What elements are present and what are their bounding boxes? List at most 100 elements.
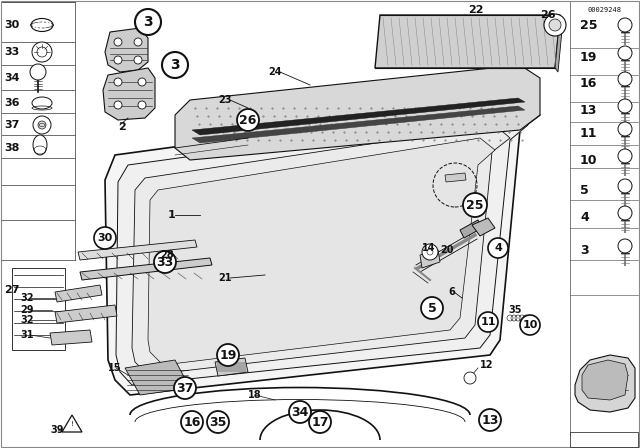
Text: 6: 6 (448, 287, 455, 297)
Polygon shape (460, 220, 482, 238)
Text: 25: 25 (580, 18, 598, 31)
Text: 26: 26 (239, 113, 257, 126)
Circle shape (237, 109, 259, 131)
Text: 10: 10 (580, 154, 598, 167)
Polygon shape (192, 98, 525, 135)
Text: 20: 20 (440, 245, 454, 255)
Circle shape (114, 101, 122, 109)
Text: 34: 34 (4, 73, 19, 83)
Polygon shape (575, 355, 635, 412)
Circle shape (618, 239, 632, 253)
Text: 19: 19 (220, 349, 237, 362)
Circle shape (544, 14, 566, 36)
Text: 11: 11 (580, 126, 598, 139)
Ellipse shape (32, 97, 52, 109)
Polygon shape (105, 28, 148, 72)
Polygon shape (105, 100, 540, 395)
Circle shape (154, 251, 176, 273)
Text: 10: 10 (522, 320, 538, 330)
Text: 16: 16 (183, 415, 201, 428)
Circle shape (174, 377, 196, 399)
Text: 35: 35 (209, 415, 227, 428)
Text: 30: 30 (97, 233, 113, 243)
Text: 33: 33 (156, 255, 173, 268)
Polygon shape (80, 258, 212, 280)
Circle shape (138, 101, 146, 109)
Circle shape (488, 238, 508, 258)
Polygon shape (132, 125, 510, 375)
Circle shape (618, 179, 632, 193)
Circle shape (135, 9, 161, 35)
Text: 21: 21 (218, 273, 232, 283)
Circle shape (114, 78, 122, 86)
Polygon shape (103, 68, 155, 120)
Text: 31: 31 (20, 330, 33, 340)
Text: 12: 12 (480, 360, 493, 370)
Circle shape (422, 244, 438, 260)
Polygon shape (582, 360, 628, 400)
Circle shape (520, 315, 540, 335)
Circle shape (134, 38, 142, 46)
Text: 36: 36 (4, 98, 19, 108)
Text: 37: 37 (4, 120, 19, 130)
Circle shape (114, 56, 122, 64)
Circle shape (421, 297, 443, 319)
Circle shape (32, 42, 52, 62)
Text: 24: 24 (268, 67, 282, 77)
Text: 17: 17 (311, 415, 329, 428)
Polygon shape (215, 358, 248, 376)
Text: 39: 39 (50, 425, 63, 435)
Circle shape (464, 372, 476, 384)
Text: 32: 32 (20, 293, 33, 303)
Circle shape (309, 411, 331, 433)
Text: 30: 30 (4, 20, 19, 30)
Text: 11: 11 (480, 317, 496, 327)
Text: 37: 37 (176, 382, 194, 395)
Text: 33: 33 (4, 47, 19, 57)
Text: 5: 5 (428, 302, 436, 314)
Polygon shape (555, 15, 563, 72)
Text: !: ! (70, 421, 74, 427)
Polygon shape (50, 330, 92, 345)
Polygon shape (445, 173, 466, 182)
Text: 38: 38 (4, 143, 19, 153)
Polygon shape (148, 138, 495, 365)
Text: 14: 14 (422, 243, 435, 253)
Polygon shape (125, 360, 190, 395)
Text: 26: 26 (540, 10, 556, 20)
Circle shape (618, 46, 632, 60)
Polygon shape (116, 112, 528, 385)
Text: 29: 29 (20, 305, 33, 315)
Text: 28: 28 (160, 250, 173, 260)
Polygon shape (78, 240, 197, 260)
Ellipse shape (33, 135, 47, 155)
Text: 23: 23 (218, 95, 232, 105)
Polygon shape (12, 268, 65, 350)
Text: 4: 4 (494, 243, 502, 253)
Circle shape (94, 227, 116, 249)
Circle shape (162, 52, 188, 78)
Circle shape (549, 19, 561, 31)
Circle shape (618, 72, 632, 86)
Circle shape (463, 193, 487, 217)
Circle shape (478, 312, 498, 332)
Ellipse shape (31, 18, 53, 31)
Circle shape (618, 149, 632, 163)
Circle shape (618, 18, 632, 32)
Bar (570, 432, 638, 447)
Polygon shape (192, 106, 525, 143)
Text: 34: 34 (291, 405, 308, 418)
Text: 4: 4 (580, 211, 589, 224)
Polygon shape (472, 218, 495, 236)
Circle shape (618, 206, 632, 220)
Circle shape (289, 401, 311, 423)
Text: 32: 32 (20, 315, 33, 325)
Circle shape (217, 344, 239, 366)
Circle shape (38, 121, 46, 129)
Text: 13: 13 (580, 103, 597, 116)
Text: 15: 15 (108, 363, 122, 373)
Text: 18: 18 (248, 390, 262, 400)
Circle shape (618, 99, 632, 113)
Text: 22: 22 (468, 5, 483, 15)
Text: 35: 35 (508, 305, 522, 315)
